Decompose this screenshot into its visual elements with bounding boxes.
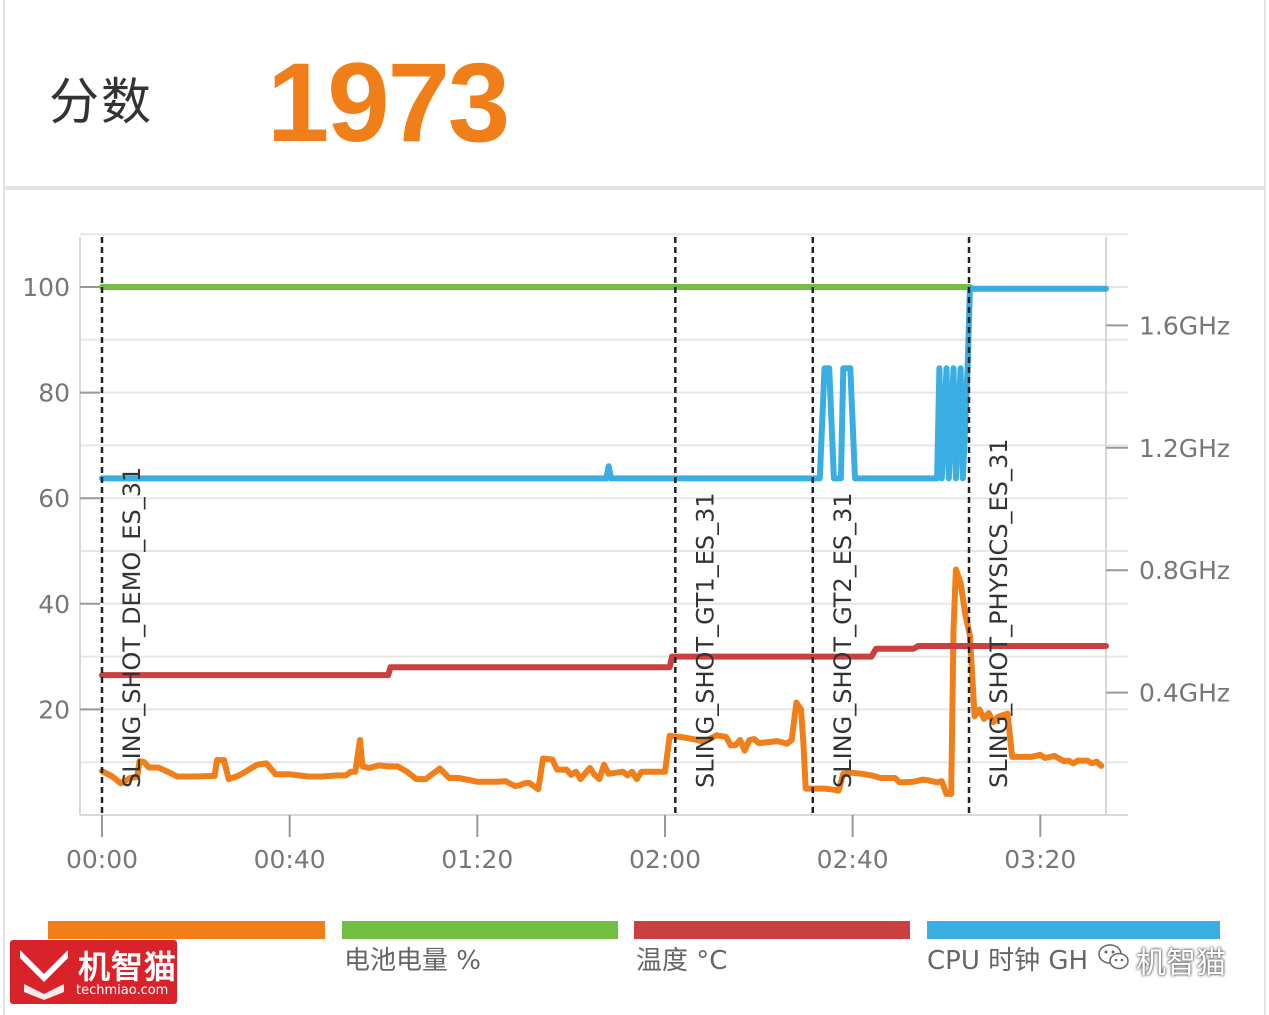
y-left-tick-label: 60 bbox=[38, 484, 70, 513]
series-cpu-clock-line bbox=[99, 285, 1109, 482]
x-tick-label: 00:00 bbox=[66, 845, 138, 874]
test-marker-label: SLING_SHOT_GT2_ES_31 bbox=[829, 492, 857, 788]
legend-swatch-battery bbox=[342, 921, 618, 939]
score-value: 1973 bbox=[267, 40, 510, 165]
test-marker-label: SLING_SHOT_DEMO_ES_31 bbox=[118, 467, 146, 788]
x-tick-label: 02:40 bbox=[817, 845, 889, 874]
panel-divider bbox=[5, 186, 1264, 190]
y-right-tick-label: 0.8GHz bbox=[1139, 556, 1230, 585]
brand-logo-text: 机智猫 bbox=[78, 948, 178, 986]
x-tick-label: 01:20 bbox=[441, 845, 513, 874]
y-right-tick-label: 1.6GHz bbox=[1139, 311, 1230, 340]
legend-label-cpu-clock: CPU 时钟 GH bbox=[927, 946, 1089, 976]
brand-logo: 机智猫 techmiao.com bbox=[10, 940, 177, 1004]
legend-label-battery: 电池电量 % bbox=[344, 946, 481, 976]
series-score-line bbox=[99, 566, 1105, 797]
legend-label-temperature: 温度 °C bbox=[636, 946, 728, 976]
brand-mark-icon bbox=[20, 950, 68, 1000]
brand-logo-site: techmiao.com bbox=[76, 983, 169, 998]
x-tick-label: 03:20 bbox=[1004, 845, 1076, 874]
y-left-tick-label: 100 bbox=[22, 273, 70, 302]
y-left-tick-label: 80 bbox=[38, 379, 70, 408]
x-tick-label: 02:00 bbox=[629, 845, 701, 874]
test-marker-label: SLING_SHOT_GT1_ES_31 bbox=[691, 492, 719, 788]
monitoring-chart: 20 40 60 80 100 0.4GHz 0.8GHz 1.2GHz 1.6GHz 00:00… bbox=[22, 233, 1230, 874]
series-temperature-line bbox=[99, 643, 1109, 679]
wechat-icon bbox=[1098, 944, 1129, 970]
y-left-tick-label: 20 bbox=[38, 695, 70, 724]
legend-swatch-score bbox=[48, 921, 325, 939]
frame-border-right bbox=[1264, 0, 1266, 1015]
y-right-tick-label: 0.4GHz bbox=[1139, 679, 1230, 708]
x-tick-label: 00:40 bbox=[254, 845, 326, 874]
y-left-tick-label: 40 bbox=[38, 590, 70, 619]
test-marker-label: SLING_SHOT_PHYSICS_ES_31 bbox=[985, 439, 1013, 789]
score-panel: 分数 1973 bbox=[5, 0, 1264, 188]
y-right-tick-label: 1.2GHz bbox=[1139, 434, 1230, 463]
score-label: 分数 bbox=[49, 73, 153, 131]
wechat-watermark-text: 机智猫 bbox=[1136, 946, 1226, 981]
frame-border-left bbox=[3, 0, 5, 1015]
legend-swatch-cpu-clock bbox=[927, 921, 1220, 939]
legend-swatch-temperature bbox=[634, 921, 910, 939]
